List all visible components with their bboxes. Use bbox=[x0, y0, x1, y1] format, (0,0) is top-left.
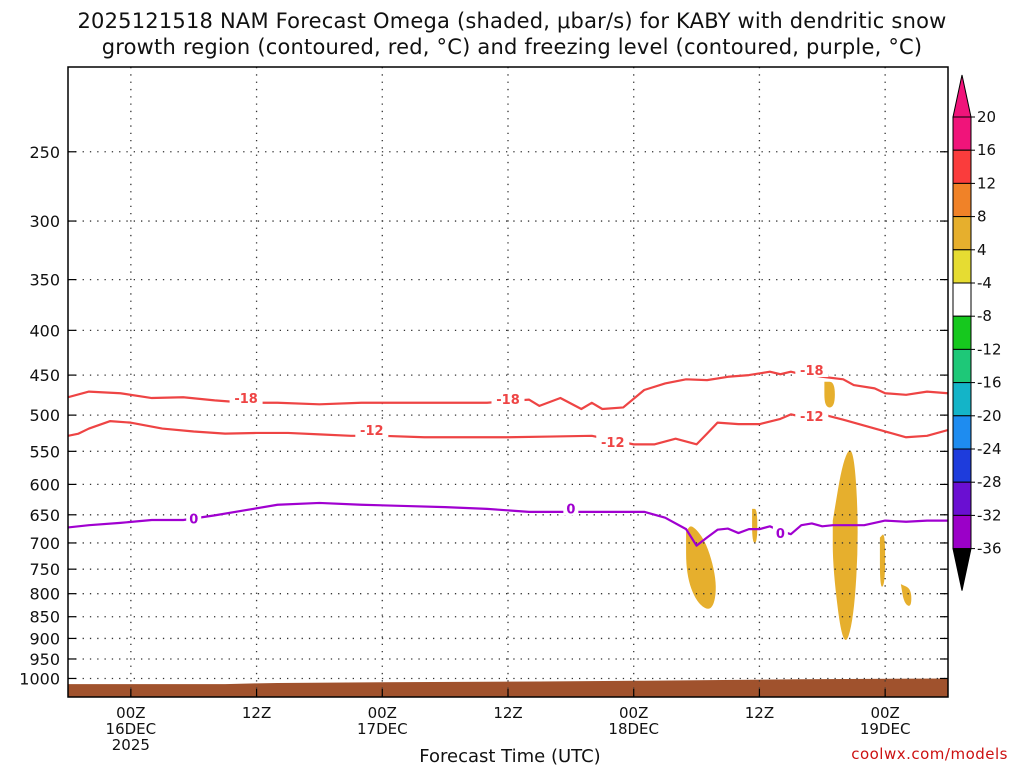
colorbar-label: -12 bbox=[977, 340, 1002, 358]
colorbar-label: -20 bbox=[977, 407, 1002, 425]
y-tick-label: 450 bbox=[29, 366, 60, 385]
contour-label: -12 bbox=[360, 424, 384, 439]
colorbar-segment bbox=[952, 514, 972, 550]
y-tick-label: 700 bbox=[29, 534, 60, 553]
colorbar-segment bbox=[952, 116, 972, 151]
contour-line-0 bbox=[68, 501, 948, 547]
x-tick-label: 00Z bbox=[870, 704, 899, 722]
contour-label-bg bbox=[772, 525, 788, 541]
colorbar-segment bbox=[952, 315, 972, 350]
chart-title-line2: growth region (contoured, red, °C) and f… bbox=[101, 35, 923, 59]
colorbar-label: -4 bbox=[977, 274, 992, 292]
y-tick-label: 850 bbox=[29, 608, 60, 627]
contour-label: -18 bbox=[800, 364, 824, 379]
x-tick-label: 19DEC bbox=[860, 720, 911, 738]
colorbar-segment bbox=[952, 149, 972, 184]
colorbar-segment bbox=[952, 415, 972, 450]
contour-label: -12 bbox=[601, 436, 625, 451]
x-tick-label: 12Z bbox=[242, 704, 271, 722]
colorbar-label: -8 bbox=[977, 307, 992, 325]
colorbar-segment bbox=[952, 182, 972, 218]
x-tick-label: 16DEC bbox=[106, 720, 157, 738]
omega-region bbox=[752, 508, 758, 543]
colorbar-segment bbox=[952, 348, 972, 384]
contour-label: -12 bbox=[800, 410, 824, 425]
omega-region bbox=[817, 128, 849, 386]
y-tick-label: 600 bbox=[29, 475, 60, 494]
contour-layer: -18 -18 -18 -12 -12 -12 0 0 0 bbox=[68, 361, 948, 547]
y-tick-label: 800 bbox=[29, 585, 60, 604]
x-tick-label: 12Z bbox=[493, 704, 522, 722]
y-tick-label: 950 bbox=[29, 650, 60, 669]
contour-label: -18 bbox=[496, 393, 520, 408]
contour-label-bg bbox=[229, 390, 263, 406]
x-tick-label: 00Z bbox=[116, 704, 145, 722]
x-tick-label: 18DEC bbox=[608, 720, 659, 738]
omega-region bbox=[612, 133, 622, 210]
y-tick-label: 250 bbox=[29, 143, 60, 162]
y-tick-label: 750 bbox=[29, 560, 60, 579]
colorbar-label: -16 bbox=[977, 374, 1002, 392]
colorbar-label: 4 bbox=[977, 241, 987, 259]
omega-region bbox=[686, 526, 716, 609]
contour-label: 0 bbox=[776, 527, 785, 542]
omega-region bbox=[900, 584, 912, 606]
y-tick-label: 650 bbox=[29, 506, 60, 525]
credit-text: coolwx.com/models bbox=[851, 745, 1008, 763]
colorbar-segment bbox=[952, 448, 972, 483]
contour-label: 0 bbox=[566, 502, 575, 517]
colorbar-segment bbox=[952, 216, 972, 251]
colorbar-segment bbox=[952, 282, 972, 317]
colorbar-top-arrow bbox=[952, 74, 972, 118]
chart-title-line1: 2025121518 NAM Forecast Omega (shaded, μ… bbox=[77, 9, 947, 33]
colorbar-label: 8 bbox=[977, 208, 987, 226]
y-tick-label: 550 bbox=[29, 442, 60, 461]
colorbar-label: -28 bbox=[977, 473, 1002, 491]
omega-region bbox=[848, 251, 870, 427]
contour-label-bg bbox=[186, 510, 202, 526]
omega-region bbox=[832, 450, 858, 640]
contour-label-bg bbox=[491, 390, 525, 406]
omega-region bbox=[824, 381, 835, 408]
y-tick-label: 400 bbox=[29, 321, 60, 340]
contour-label-bg bbox=[795, 407, 829, 423]
omega-region bbox=[759, 169, 816, 428]
contour-label-bg bbox=[563, 500, 579, 516]
y-tick-label: 500 bbox=[29, 406, 60, 425]
x-tick-label: 2025 bbox=[112, 736, 150, 754]
contour-label: -18 bbox=[234, 392, 258, 407]
colorbar-segment bbox=[952, 382, 972, 417]
y-tick-label: 300 bbox=[29, 212, 60, 231]
axes-layer: 250 300 350 400 450 500 550 600 650 700 750 800 850 9… bbox=[19, 66, 949, 754]
x-tick-label: 12Z bbox=[745, 704, 774, 722]
contour-label-bg bbox=[596, 434, 630, 450]
contour-label-bg bbox=[355, 422, 389, 438]
colorbar-label: 16 bbox=[977, 141, 996, 159]
y-tick-label: 1000 bbox=[19, 669, 60, 688]
x-tick-label: 17DEC bbox=[357, 720, 408, 738]
y-tick-label: 350 bbox=[29, 271, 60, 290]
contour-label: 0 bbox=[189, 512, 198, 527]
omega-region bbox=[875, 207, 896, 463]
colorbar-bottom-arrow bbox=[952, 548, 972, 591]
colorbar-label: -32 bbox=[977, 506, 1002, 524]
x-tick-label: 00Z bbox=[619, 704, 648, 722]
omega-region bbox=[665, 171, 757, 470]
grid-layer bbox=[68, 67, 948, 697]
colorbar-segment bbox=[952, 249, 972, 284]
colorbar-label: 20 bbox=[977, 108, 996, 126]
omega-region bbox=[738, 580, 770, 658]
colorbar-label: 12 bbox=[977, 174, 996, 192]
contour-label-bg bbox=[795, 361, 829, 377]
colorbar-label: -24 bbox=[977, 440, 1002, 458]
x-axis-title: Forecast Time (UTC) bbox=[419, 746, 601, 767]
omega-region bbox=[879, 534, 886, 587]
y-tick-label: 900 bbox=[29, 629, 60, 648]
colorbar-label: -36 bbox=[977, 540, 1002, 558]
colorbar-segment bbox=[952, 481, 972, 516]
x-tick-label: 00Z bbox=[368, 704, 397, 722]
colorbar: 20 16 12 8 4 -4 -8 -12 -16 -20 -24 -28 -32 -36 bbox=[952, 74, 1002, 591]
omega-shading-layer bbox=[612, 128, 912, 658]
